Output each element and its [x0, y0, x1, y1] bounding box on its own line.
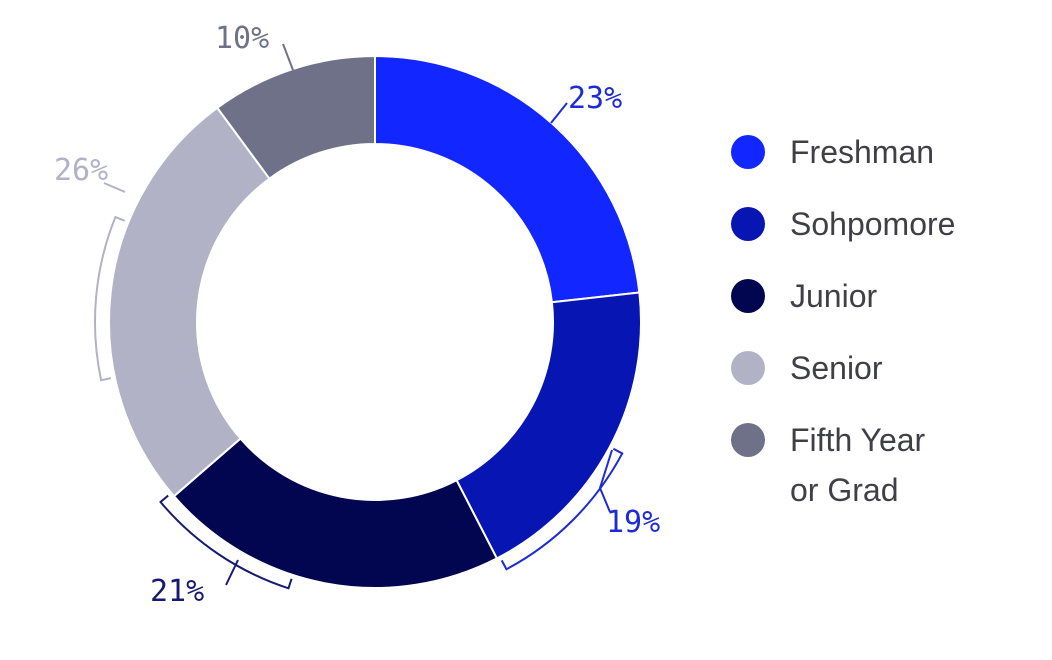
legend: Freshman Sohpomore Junior Senior Fifth Year o… — [731, 134, 955, 508]
legend-swatch-2 — [731, 279, 765, 313]
legend-swatch-0 — [731, 135, 765, 169]
data-label-3: 26% — [54, 153, 108, 188]
data-label-2: 21% — [150, 574, 204, 609]
legend-entry-1: Sohpomore — [731, 206, 955, 242]
legend-swatch-4 — [731, 423, 765, 457]
legend-entry-4: Fifth Year or Grad — [731, 422, 926, 508]
legend-label-4-line-1: or Grad — [790, 472, 898, 508]
leader-line-4 — [282, 43, 294, 71]
label-leaders — [94, 43, 624, 590]
slice-senior — [108, 106, 271, 498]
slice-labels: 23% 19% 21% 26% 10% — [54, 21, 660, 609]
legend-entry-0: Freshman — [731, 134, 934, 170]
legend-label-2: Junior — [790, 278, 878, 314]
data-label-1: 19% — [606, 505, 660, 540]
legend-label-3: Senior — [790, 350, 883, 386]
leader-line-0 — [550, 102, 568, 124]
slice-fifth-year-or-grad — [215, 54, 376, 181]
slice-junior — [172, 437, 499, 589]
legend-label-4: Fifth Year — [790, 422, 926, 458]
legend-swatch-1 — [731, 207, 765, 241]
legend-entry-2: Junior — [731, 278, 878, 314]
leader-line-3 — [103, 182, 126, 193]
leader-bracket-1 — [500, 447, 624, 571]
data-label-0: 23% — [568, 81, 622, 116]
leader-line-1 — [598, 449, 613, 513]
slice-freshman — [374, 54, 641, 304]
leader-line-2 — [225, 559, 239, 586]
legend-entry-3: Senior — [731, 350, 883, 386]
leader-bracket-3 — [94, 215, 126, 382]
legend-swatch-3 — [731, 351, 765, 385]
legend-label-0: Freshman — [790, 134, 934, 170]
donut-slices — [108, 54, 642, 589]
data-label-4: 10% — [215, 21, 269, 56]
leader-bracket-2 — [159, 494, 293, 590]
legend-label-1: Sohpomore — [790, 206, 955, 242]
